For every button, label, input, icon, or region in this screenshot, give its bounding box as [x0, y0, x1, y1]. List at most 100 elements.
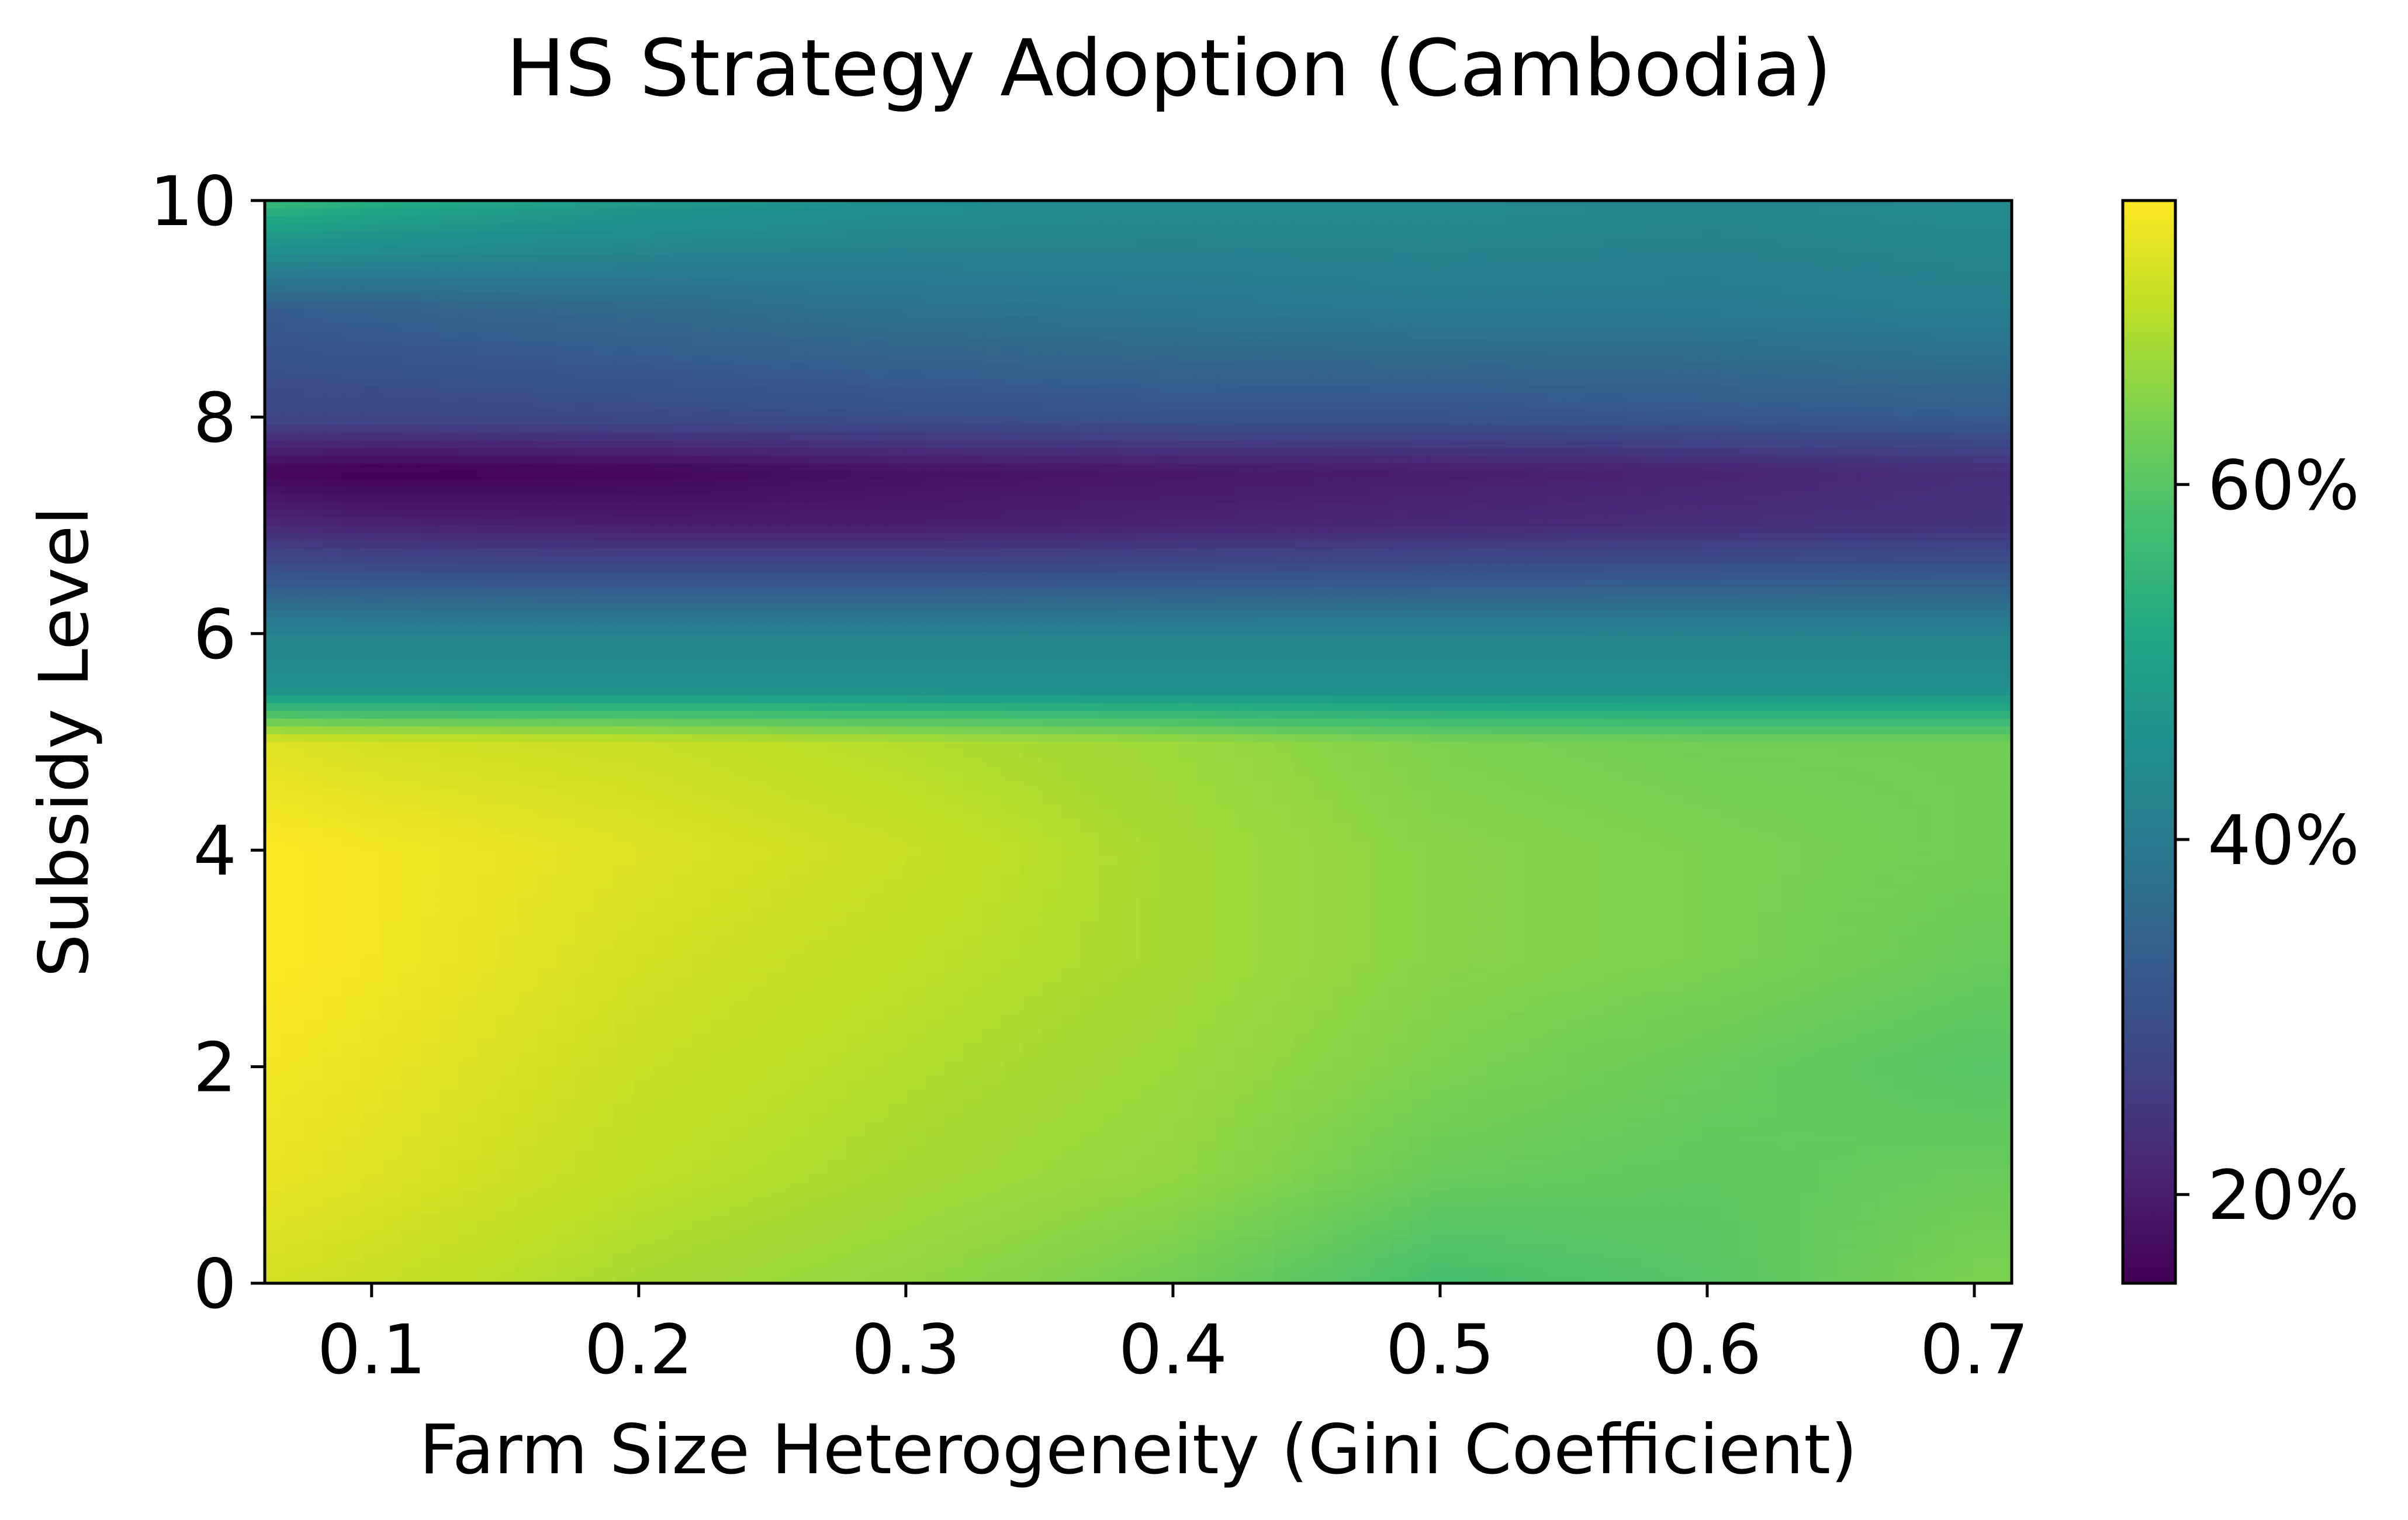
- heatmap-cell: [982, 424, 1003, 433]
- heatmap-cell: [439, 587, 459, 596]
- heatmap-cell: [672, 254, 693, 263]
- heatmap-cell: [1138, 455, 1158, 464]
- heatmap-cell: [284, 293, 305, 302]
- heatmap-cell: [1060, 231, 1081, 240]
- heatmap-cell: [1740, 409, 1760, 418]
- heatmap-cell: [1682, 440, 1702, 449]
- heatmap-cell: [847, 324, 867, 333]
- heatmap-cell: [1119, 324, 1139, 333]
- heatmap-cell: [1565, 278, 1586, 286]
- heatmap-cell: [594, 610, 615, 619]
- heatmap-cell: [1487, 494, 1508, 503]
- heatmap-cell: [1914, 254, 1935, 263]
- heatmap-cell: [1895, 502, 1915, 510]
- heatmap-cell: [478, 401, 499, 410]
- heatmap-cell: [1371, 340, 1392, 348]
- heatmap-cell: [1895, 432, 1915, 441]
- heatmap-cell: [400, 525, 421, 534]
- heatmap-cell: [711, 486, 731, 495]
- heatmap-cell: [1973, 231, 1993, 240]
- heatmap-cell: [614, 270, 634, 279]
- heatmap-cell: [750, 401, 770, 410]
- heatmap-cell: [1274, 231, 1294, 240]
- heatmap-cell: [1953, 231, 1974, 240]
- heatmap-cell: [847, 223, 867, 232]
- heatmap-cell: [303, 432, 324, 441]
- heatmap-cell: [1701, 231, 1721, 240]
- heatmap-cell: [614, 556, 634, 565]
- heatmap-cell: [614, 316, 634, 325]
- heatmap-cell: [362, 300, 382, 309]
- heatmap-cell: [478, 587, 499, 596]
- heatmap-cell: [323, 347, 343, 356]
- heatmap-cell: [517, 393, 537, 402]
- heatmap-cell: [1429, 393, 1449, 402]
- heatmap-cell: [1507, 386, 1527, 395]
- heatmap-cell: [556, 239, 576, 248]
- heatmap-cell: [517, 471, 537, 480]
- heatmap-cell: [1662, 401, 1683, 410]
- heatmap-cell: [1876, 533, 1896, 541]
- heatmap-cell: [1779, 278, 1799, 286]
- heatmap-cell: [1798, 262, 1818, 271]
- heatmap-cell: [1682, 208, 1702, 217]
- heatmap-cell: [982, 201, 1003, 209]
- heatmap-cell: [808, 393, 828, 402]
- heatmap-cell: [1779, 371, 1799, 379]
- heatmap-cell: [1177, 324, 1197, 333]
- heatmap-cell: [711, 587, 731, 596]
- heatmap-cell: [1876, 378, 1896, 387]
- heatmap-cell: [1293, 517, 1314, 526]
- heatmap-cell: [284, 417, 305, 426]
- heatmap-cell: [731, 293, 751, 302]
- heatmap-cell: [808, 610, 828, 619]
- heatmap-cell: [1119, 285, 1139, 294]
- heatmap-cell: [1293, 564, 1314, 572]
- heatmap-cell: [1856, 602, 1877, 611]
- heatmap-cell: [1157, 262, 1178, 271]
- heatmap-cell: [905, 510, 925, 519]
- heatmap-cell: [1584, 463, 1605, 472]
- heatmap-cell: [497, 208, 518, 217]
- heatmap-cell: [575, 463, 596, 472]
- heatmap-cell: [1196, 541, 1217, 550]
- heatmap-cell: [1992, 510, 2012, 519]
- heatmap-cell: [1642, 479, 1663, 488]
- heatmap-cell: [982, 471, 1003, 480]
- heatmap-cell: [1468, 371, 1489, 379]
- heatmap-cell: [536, 556, 556, 565]
- heatmap-cell: [1060, 440, 1081, 449]
- heatmap-cell: [1507, 525, 1527, 534]
- heatmap-cell: [788, 223, 809, 232]
- heatmap-cell: [1934, 386, 1954, 395]
- heatmap-cell: [711, 471, 731, 480]
- heatmap-cell: [1080, 409, 1100, 418]
- heatmap-cell: [1293, 247, 1314, 255]
- heatmap-cell: [1196, 216, 1217, 224]
- heatmap-cell: [1216, 432, 1236, 441]
- heatmap-cell: [788, 510, 809, 519]
- heatmap-cell: [1779, 556, 1799, 565]
- heatmap-cell: [1293, 510, 1314, 519]
- heatmap-cell: [1759, 223, 1780, 232]
- heatmap-cell: [1041, 239, 1061, 248]
- heatmap-cell: [1817, 355, 1838, 364]
- heatmap-cell: [497, 626, 518, 634]
- heatmap-cell: [1545, 541, 1566, 550]
- heatmap-cell: [614, 471, 634, 480]
- heatmap-cell: [1604, 455, 1624, 464]
- heatmap-cell: [1779, 548, 1799, 557]
- heatmap-cell: [1216, 331, 1236, 340]
- heatmap-cell: [1623, 455, 1644, 464]
- heatmap-cell: [1235, 448, 1255, 457]
- heatmap-cell: [1604, 541, 1624, 550]
- heatmap-cell: [1642, 502, 1663, 510]
- heatmap-cell: [1371, 300, 1392, 309]
- heatmap-cell: [1138, 626, 1158, 634]
- heatmap-cell: [1332, 595, 1352, 603]
- heatmap-cell: [1798, 610, 1818, 619]
- heatmap-cell: [265, 494, 285, 503]
- heatmap-cell: [1701, 533, 1721, 541]
- heatmap-cell: [1740, 440, 1760, 449]
- heatmap-cell: [1080, 432, 1100, 441]
